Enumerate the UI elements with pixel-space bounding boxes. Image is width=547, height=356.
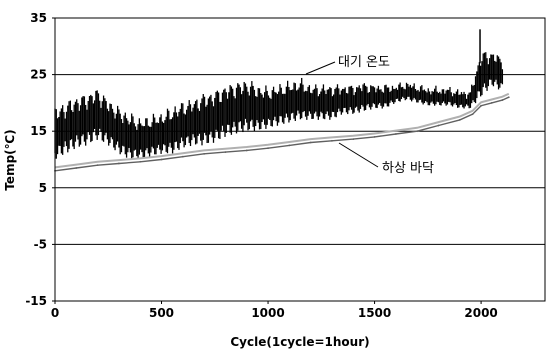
x-axis-title: Cycle(1cycle=1hour) bbox=[230, 335, 369, 349]
bed-point-24 bbox=[507, 96, 510, 99]
air-annotation-label: 대기 온도 bbox=[338, 55, 390, 70]
bed-point-6 bbox=[181, 155, 184, 158]
river-bed-temperature-series bbox=[54, 92, 510, 172]
y-tick-label-5: -15 bbox=[25, 294, 47, 308]
x-axis-ticks: 0 500 1000 1500 2000 bbox=[51, 301, 498, 320]
bed-point-9 bbox=[245, 149, 248, 152]
y-axis-title: Temp(℃) bbox=[3, 129, 17, 190]
bed-point-1 bbox=[75, 167, 78, 169]
x-tick-label-2: 1000 bbox=[251, 306, 284, 320]
y-tick-label-3: 5 bbox=[39, 181, 47, 195]
bed-point-22 bbox=[490, 102, 493, 104]
plot-area-border bbox=[54, 17, 546, 302]
y-tick-label-4: -5 bbox=[34, 237, 47, 251]
bed-series-band bbox=[54, 92, 510, 169]
bed-point-13 bbox=[331, 139, 333, 142]
bed-annotation-leader bbox=[338, 142, 379, 168]
bed-point-11 bbox=[288, 144, 291, 147]
bed-point-20 bbox=[471, 113, 474, 116]
bed-point-15 bbox=[373, 135, 376, 138]
air-temperature-series bbox=[54, 29, 504, 160]
x-tick-label-4: 2000 bbox=[464, 306, 497, 320]
bed-point-21 bbox=[480, 104, 482, 107]
air-annotation-leader bbox=[305, 61, 336, 75]
bed-point-14 bbox=[352, 138, 355, 141]
bed-point-3 bbox=[118, 162, 120, 165]
y-tick-label-1: 25 bbox=[30, 68, 47, 82]
bed-point-4 bbox=[139, 160, 142, 163]
y-axis-ticks: 35 25 15 5 -5 -15 bbox=[25, 11, 55, 308]
bed-point-16 bbox=[394, 133, 397, 135]
x-tick-label-3: 1500 bbox=[358, 306, 391, 320]
bed-point-12 bbox=[309, 141, 312, 144]
bed-point-23 bbox=[501, 99, 504, 101]
bed-point-10 bbox=[267, 147, 269, 150]
bed-point-7 bbox=[203, 152, 206, 155]
bed-point-17 bbox=[416, 130, 419, 133]
bed-point-19 bbox=[458, 118, 461, 121]
x-tick-label-1: 500 bbox=[149, 306, 174, 320]
y-tick-label-0: 35 bbox=[30, 11, 47, 25]
bed-annotation-label: 하상 바닥 bbox=[382, 161, 434, 176]
x-tick-label-0: 0 bbox=[51, 306, 59, 320]
bed-point-2 bbox=[96, 164, 99, 167]
bed-point-5 bbox=[160, 158, 163, 161]
bed-point-8 bbox=[224, 151, 227, 154]
y-tick-label-2: 15 bbox=[30, 124, 47, 138]
bed-point-18 bbox=[437, 124, 440, 127]
